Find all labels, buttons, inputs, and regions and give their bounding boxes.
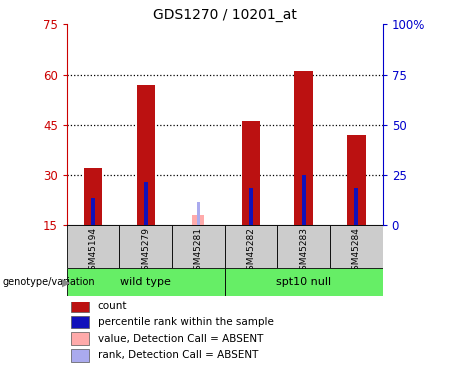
Text: GSM45281: GSM45281 <box>194 227 203 276</box>
Text: value, Detection Call = ABSENT: value, Detection Call = ABSENT <box>98 334 263 344</box>
Bar <box>84 168 102 225</box>
Text: count: count <box>98 301 127 311</box>
Bar <box>278 225 330 268</box>
Bar <box>172 225 225 268</box>
Text: genotype/variation: genotype/variation <box>2 277 95 287</box>
Bar <box>71 349 89 361</box>
Bar <box>67 268 225 296</box>
Text: GSM45194: GSM45194 <box>89 227 98 276</box>
Bar <box>225 225 278 268</box>
Text: GSM45284: GSM45284 <box>352 227 361 276</box>
Bar <box>192 215 204 225</box>
Bar <box>71 316 89 328</box>
Text: spt10 null: spt10 null <box>276 277 331 287</box>
Text: GSM45282: GSM45282 <box>247 227 255 276</box>
Bar <box>355 188 358 225</box>
Bar <box>67 225 119 268</box>
Bar <box>242 122 260 225</box>
Text: ▶: ▶ <box>62 277 71 287</box>
Bar <box>144 182 148 225</box>
Bar <box>302 175 306 225</box>
Bar <box>91 198 95 225</box>
Bar <box>330 225 383 268</box>
Bar <box>71 332 89 345</box>
Text: wild type: wild type <box>120 277 171 287</box>
Bar <box>119 225 172 268</box>
Bar <box>347 135 366 225</box>
Bar <box>196 202 200 225</box>
Text: GSM45283: GSM45283 <box>299 227 308 276</box>
Text: GSM45279: GSM45279 <box>141 227 150 276</box>
Bar <box>225 268 383 296</box>
Bar <box>71 300 89 312</box>
Bar <box>249 188 253 225</box>
Text: percentile rank within the sample: percentile rank within the sample <box>98 317 274 327</box>
Text: rank, Detection Call = ABSENT: rank, Detection Call = ABSENT <box>98 350 258 360</box>
Title: GDS1270 / 10201_at: GDS1270 / 10201_at <box>153 8 297 22</box>
Bar <box>295 71 313 225</box>
Bar <box>136 85 155 225</box>
